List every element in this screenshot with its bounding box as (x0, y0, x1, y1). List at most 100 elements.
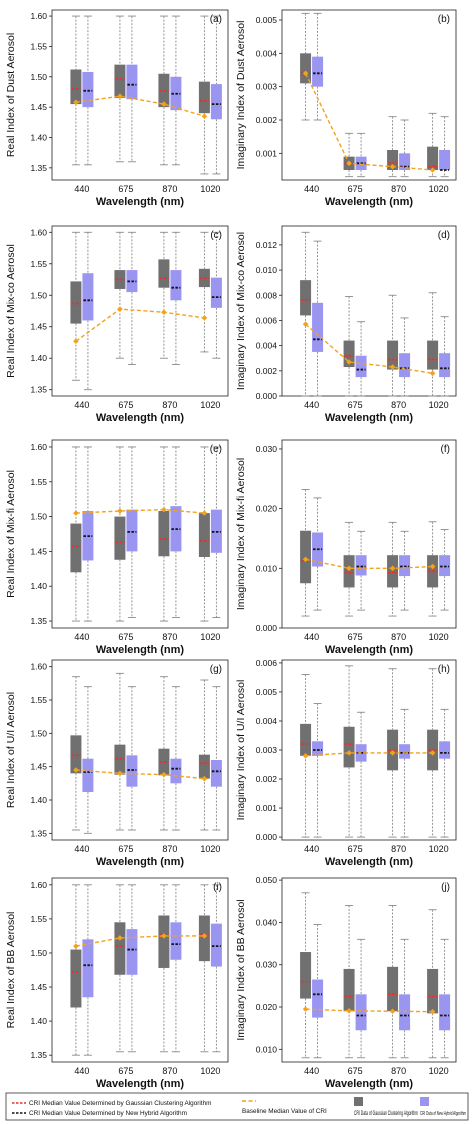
y-tick-label: 0.020 (256, 504, 278, 514)
panel-a: 1.35 1.40 1.45 1.50 1.55 1.60 440 675 870 1020 (a)… (5, 9, 229, 208)
x-axis-label: Wavelength (nm) (325, 412, 414, 424)
x-tick-label: 675 (118, 1066, 133, 1076)
baseline-marker (117, 935, 123, 941)
hybrid-box (210, 84, 222, 120)
hybrid-box (312, 741, 324, 756)
y-axis-label: Real Index of Dust Aerosol (5, 33, 17, 157)
y-tick-label: 1.60 (30, 227, 47, 237)
x-tick-label: 870 (391, 400, 406, 410)
x-tick-label: 1020 (429, 184, 449, 194)
hybrid-box (210, 277, 222, 308)
y-tick-label: 0.030 (256, 960, 278, 970)
y-tick-label: 0.004 (256, 48, 278, 58)
x-tick-label: 675 (348, 844, 363, 854)
hybrid-box (82, 939, 94, 998)
y-axis-label: Real Index of U/I Aerosol (5, 692, 17, 808)
y-tick-label: 0.005 (256, 15, 278, 25)
baseline-line (305, 323, 433, 375)
y-tick-label: 1.50 (30, 72, 47, 82)
x-tick-label: 870 (391, 844, 406, 854)
baseline-marker (302, 70, 309, 77)
baseline-marker (201, 113, 208, 120)
y-tick-label: 1.35 (30, 1050, 47, 1060)
gaussian-box (427, 968, 439, 1014)
y-tick-label: 1.35 (30, 385, 47, 395)
x-tick-label: 440 (304, 1066, 319, 1076)
y-axis-label: Imaginary Index of Mix-co Aerosol (235, 232, 247, 390)
x-tick-label: 1020 (200, 1066, 220, 1076)
x-tick-label: 870 (162, 1066, 177, 1076)
x-tick-label: 675 (118, 184, 133, 194)
y-tick-label: 0.002 (256, 366, 278, 376)
baseline-marker (161, 506, 167, 513)
gaussian-box (158, 511, 170, 557)
gaussian-box (114, 516, 126, 560)
y-tick-label: 0.020 (256, 1002, 278, 1012)
panel-label: (d) (438, 230, 450, 241)
x-axis-label: Wavelength (nm) (96, 1078, 185, 1090)
y-tick-label: 0.010 (256, 563, 278, 573)
legend-baseline-label: Baseline Median Value of CRI (242, 1108, 327, 1115)
y-tick-label: 0.012 (256, 240, 278, 250)
x-tick-label: 440 (74, 184, 89, 194)
x-tick-label: 1020 (429, 844, 449, 854)
x-tick-label: 1020 (429, 400, 449, 410)
baseline-line (75, 508, 205, 514)
baseline-marker (117, 508, 123, 514)
x-tick-label: 675 (348, 400, 363, 410)
baseline-marker (429, 1008, 436, 1015)
panel-label: (f) (441, 444, 450, 455)
panel-label: (i) (213, 882, 222, 893)
panel-label: (h) (438, 664, 450, 675)
baseline-marker (389, 750, 396, 756)
baseline-marker (302, 1006, 309, 1012)
gaussian-box (343, 340, 355, 368)
gaussian-box (300, 280, 312, 316)
y-tick-label: 1.45 (30, 322, 47, 332)
hybrid-box (126, 64, 138, 100)
x-tick-label: 440 (74, 844, 89, 854)
panel-i: 1.35 1.40 1.45 1.50 1.55 1.60 440 675 870 1020 (i)… (5, 877, 229, 1090)
baseline-marker (117, 770, 123, 777)
baseline-line (304, 73, 433, 171)
y-tick-label: 0.002 (256, 115, 278, 125)
gaussian-box (70, 281, 82, 324)
hybrid-box (439, 741, 451, 759)
gaussian-box (70, 69, 82, 105)
baseline-line (305, 1008, 433, 1013)
baseline-marker (302, 321, 309, 328)
hybrid-box (126, 755, 138, 787)
x-tick-label: 440 (304, 844, 319, 854)
legend-frame (5, 1092, 469, 1121)
baseline-marker (73, 943, 79, 949)
y-tick-label: 1.50 (30, 512, 47, 522)
x-tick-label: 870 (391, 632, 406, 642)
baseline-marker (161, 771, 167, 778)
baseline-marker (161, 309, 167, 316)
baseline-marker (302, 556, 309, 563)
y-tick-label: 1.45 (30, 982, 47, 992)
baseline-marker (429, 750, 436, 756)
legend-gaussian-box-label: CRI Data of Gaussian Clustering Algorith… (354, 1110, 418, 1117)
baseline-marker (346, 160, 352, 167)
y-axis-label: Imaginary Index of Mix-fi Aerosol (235, 458, 247, 610)
hybrid-box (170, 270, 182, 301)
y-tick-label: 0.050 (256, 875, 278, 885)
y-axis-label: Real Index of Mix-fi Aerosol (5, 470, 17, 598)
x-tick-label: 870 (391, 184, 406, 194)
baseline-marker (73, 99, 79, 106)
y-tick-label: 0.000 (256, 391, 278, 401)
y-tick-label: 1.60 (30, 880, 47, 890)
panel-label: (a) (210, 14, 222, 25)
y-axis-label: Imaginary Index of Dust Aerosol (235, 21, 247, 170)
hybrid-box (170, 922, 182, 960)
gaussian-box (70, 735, 82, 774)
gaussian-box (198, 513, 210, 557)
y-tick-label: 1.40 (30, 133, 47, 143)
hybrid-box (170, 758, 182, 784)
y-tick-label: 1.35 (30, 163, 47, 173)
baseline-line (75, 935, 205, 947)
y-tick-label: 1.50 (30, 948, 47, 958)
baseline-marker (201, 933, 208, 939)
